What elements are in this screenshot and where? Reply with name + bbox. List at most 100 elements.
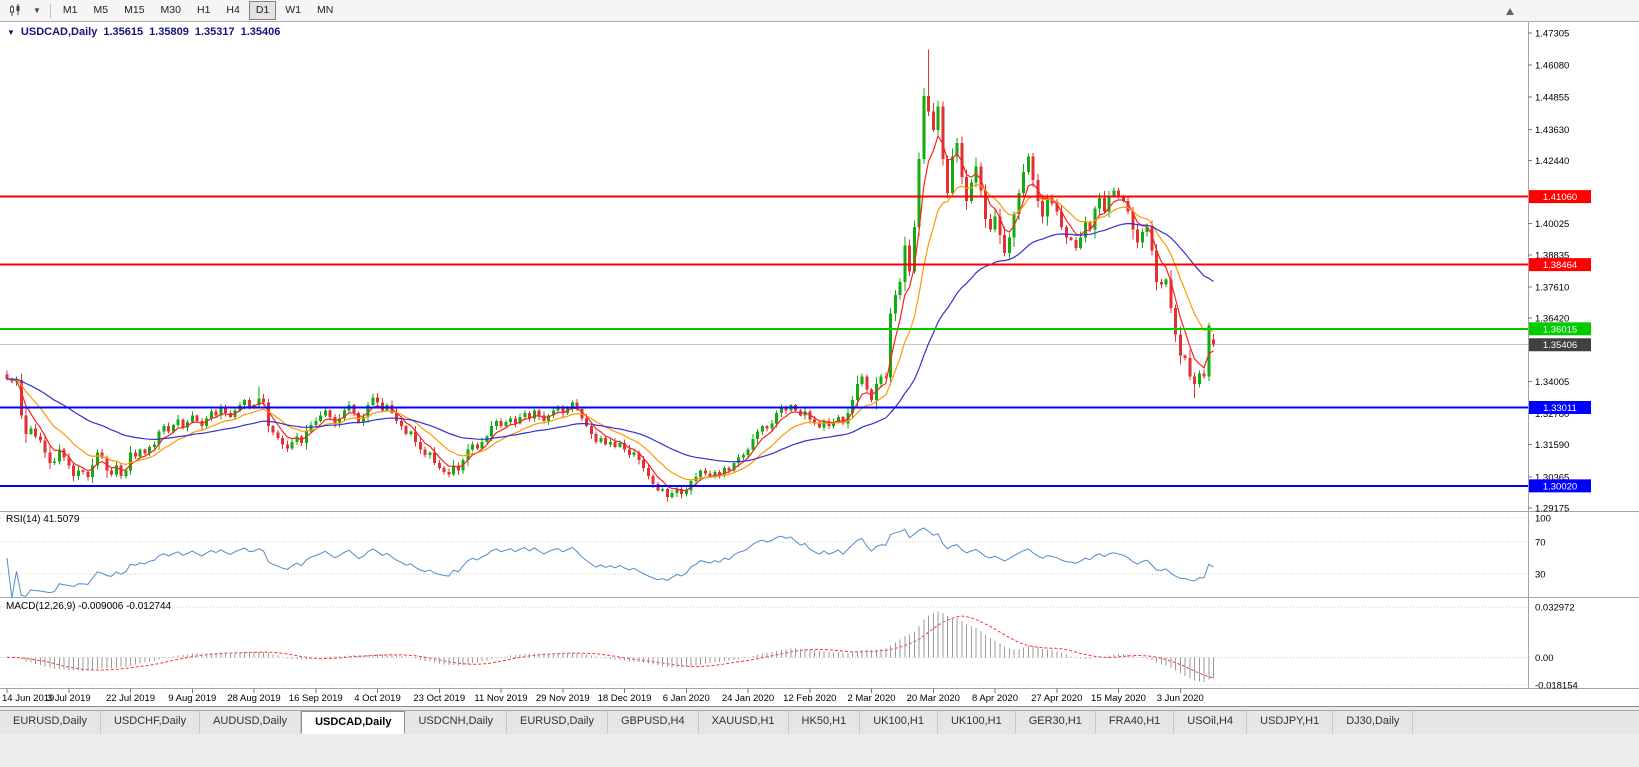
tab-fra40-h1[interactable]: FRA40,H1 [1096,711,1175,734]
macd-signal-line [6,615,1214,679]
svg-text:1.44855: 1.44855 [1535,93,1569,104]
svg-text:4 Oct 2019: 4 Oct 2019 [354,693,400,704]
tab-uk100-h1[interactable]: UK100,H1 [860,711,938,734]
timeframe-m1[interactable]: M1 [62,4,78,16]
macd-pane: 0.032972 0.00 -0.018154 [0,603,1578,692]
timeframe-m5[interactable]: M5 [93,4,109,16]
macd-histogram [11,611,1214,682]
tab-usdcnh-daily[interactable]: USDCNH,Daily [405,711,508,734]
tab-eurusd-daily[interactable]: EURUSD,Daily [507,711,608,734]
svg-text:1.37610: 1.37610 [1535,283,1569,294]
chart-type-button[interactable] [4,1,27,20]
price-axis[interactable]: 1.47305 1.46080 1.44855 1.43630 1.42440 1.400… [1528,29,1569,515]
chart-background [0,21,1639,706]
high-value: 1.35809 [149,26,189,38]
ma-40-line[interactable] [6,222,1214,463]
timeframe-w1[interactable]: W1 [285,4,302,16]
timeframe-d1[interactable]: D1 [248,1,277,20]
svg-text:1.42440: 1.42440 [1535,156,1569,167]
tab-dj30-daily[interactable]: DJ30,Daily [1333,711,1414,734]
svg-text:70: 70 [1535,538,1546,549]
price-tag-1.36015: 1.36015 [1529,322,1591,336]
toolbar-separator [49,3,51,18]
svg-text:1.31590: 1.31590 [1535,440,1569,451]
rsi-label: RSI(14) 41.5079 [6,514,80,525]
svg-text:30: 30 [1535,570,1546,581]
chevron-down-icon: ▼ [33,6,41,15]
svg-text:1.36015: 1.36015 [1543,324,1577,335]
svg-text:1.40025: 1.40025 [1535,219,1569,230]
tab-eurusd-daily[interactable]: EURUSD,Daily [0,711,101,734]
svg-text:1.30020: 1.30020 [1543,481,1577,492]
chart-dropdown-button[interactable]: ▼ [29,1,45,20]
svg-text:1.46080: 1.46080 [1535,61,1569,72]
svg-text:1.41060: 1.41060 [1543,192,1577,203]
svg-text:28 Aug 2019: 28 Aug 2019 [227,693,280,704]
svg-text:23 Oct 2019: 23 Oct 2019 [413,693,465,704]
svg-text:22 Jul 2019: 22 Jul 2019 [106,693,155,704]
svg-text:9 Aug 2019: 9 Aug 2019 [168,693,216,704]
close-value: 1.35406 [240,26,281,38]
timeframe-m15[interactable]: M15 [124,4,145,16]
svg-text:100: 100 [1535,514,1551,525]
tab-gbpusd-h4[interactable]: GBPUSD,H4 [608,711,699,734]
rsi-line [6,527,1214,599]
svg-text:12 Feb 2020: 12 Feb 2020 [783,693,836,704]
svg-text:18 Dec 2019: 18 Dec 2019 [598,693,652,704]
svg-text:24 Jan 2020: 24 Jan 2020 [722,693,774,704]
svg-text:1.38835: 1.38835 [1535,250,1569,261]
svg-text:2 Mar 2020: 2 Mar 2020 [847,693,895,704]
ma-5-line[interactable] [6,134,1214,492]
svg-text:16 Sep 2019: 16 Sep 2019 [289,693,343,704]
svg-text:6 Jan 2020: 6 Jan 2020 [663,693,710,704]
tab-usdjpy-h1[interactable]: USDJPY,H1 [1247,711,1334,734]
svg-text:0.00: 0.00 [1535,653,1554,664]
collapse-arrow-icon[interactable]: ▼ [7,27,15,37]
timeframe-toolbar: ▼ M1 M5 M15 M30 H1 H4 D1 W1 MN [0,0,1639,22]
tab-ger30-h1[interactable]: GER30,H1 [1016,711,1096,734]
tab-usdcad-daily[interactable]: USDCAD,Daily [301,711,406,734]
svg-text:3 Jul 2019: 3 Jul 2019 [47,693,91,704]
svg-text:8 Apr 2020: 8 Apr 2020 [972,693,1018,704]
timeframe-h4[interactable]: H4 [226,4,240,16]
price-tag-1.41060: 1.41060 [1529,190,1591,204]
ma-13-line[interactable] [6,183,1214,481]
tab-hk50-h1[interactable]: HK50,H1 [789,711,861,734]
svg-text:14 Jun 2019: 14 Jun 2019 [2,693,54,704]
svg-text:11 Nov 2019: 11 Nov 2019 [474,693,527,704]
svg-text:27 Apr 2020: 27 Apr 2020 [1031,693,1082,704]
svg-text:1.34005: 1.34005 [1535,377,1569,388]
svg-text:1.30365: 1.30365 [1535,472,1569,483]
price-tag-1.38464: 1.38464 [1529,258,1591,272]
svg-text:15 May 2020: 15 May 2020 [1091,693,1146,704]
toolbar-scroll-icon[interactable] [1506,8,1514,15]
price-tag-1.30020: 1.30020 [1529,479,1591,493]
timeframe-h1[interactable]: H1 [196,4,211,16]
svg-text:0.032972: 0.032972 [1535,603,1575,614]
svg-text:1.33011: 1.33011 [1543,403,1577,414]
tab-xauusd-h1[interactable]: XAUUSD,H1 [699,711,789,734]
symbol-period-label: USDCAD,Daily [20,26,98,38]
macd-label: MACD(12,26,9) -0.009006 -0.012744 [6,601,172,612]
svg-text:3 Jun 2020: 3 Jun 2020 [1157,693,1204,704]
tab-uk100-h1[interactable]: UK100,H1 [938,711,1016,734]
candlestick-chart-icon [10,4,20,16]
low-value: 1.35317 [194,26,235,38]
timeframe-m30[interactable]: M30 [160,4,181,16]
chart-tabs-bar: EURUSD,Daily USDCHF,Daily AUDUSD,Daily USDC… [0,710,1639,734]
timeframe-mn[interactable]: MN [317,4,334,16]
svg-text:1.47305: 1.47305 [1535,29,1569,40]
svg-text:1.38464: 1.38464 [1543,260,1577,271]
svg-text:1.29175: 1.29175 [1535,504,1569,515]
svg-text:29 Nov 2019: 29 Nov 2019 [536,693,590,704]
timeframe-buttons: M1 M5 M15 M30 H1 H4 D1 W1 MN [55,1,341,20]
svg-text:1.32780: 1.32780 [1535,409,1569,420]
svg-text:1.35406: 1.35406 [1543,340,1577,351]
tab-usdchf-daily[interactable]: USDCHF,Daily [101,711,201,734]
tab-usoil-h4[interactable]: USOil,H4 [1174,711,1248,734]
rsi-pane: 100 70 30 [0,514,1551,599]
tab-audusd-daily[interactable]: AUDUSD,Daily [200,711,302,734]
svg-text:20 Mar 2020: 20 Mar 2020 [907,693,960,704]
